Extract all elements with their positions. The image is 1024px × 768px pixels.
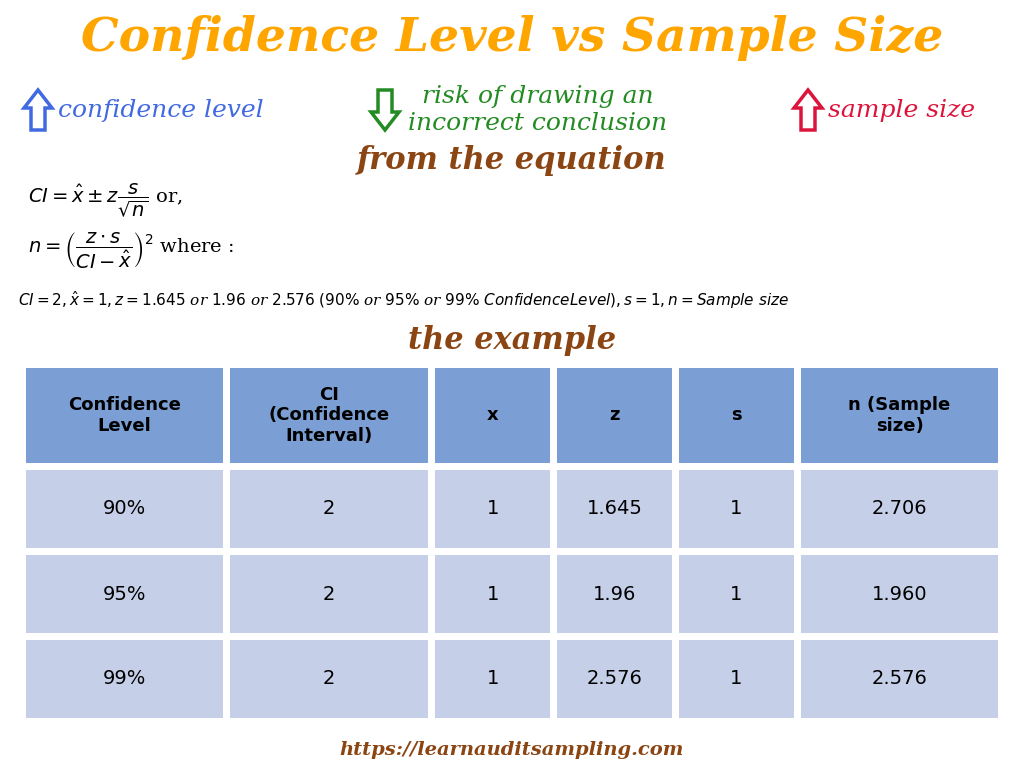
- Text: 1: 1: [486, 584, 499, 604]
- Text: 1: 1: [730, 499, 742, 518]
- Text: 95%: 95%: [102, 584, 146, 604]
- Text: 1: 1: [730, 584, 742, 604]
- FancyBboxPatch shape: [679, 555, 794, 633]
- FancyBboxPatch shape: [230, 640, 428, 718]
- FancyBboxPatch shape: [26, 368, 223, 463]
- FancyBboxPatch shape: [801, 368, 998, 463]
- Text: 99%: 99%: [102, 670, 146, 688]
- FancyBboxPatch shape: [230, 555, 428, 633]
- FancyBboxPatch shape: [557, 470, 672, 548]
- FancyBboxPatch shape: [230, 470, 428, 548]
- Text: 90%: 90%: [102, 499, 146, 518]
- Text: 1.960: 1.960: [871, 584, 928, 604]
- FancyBboxPatch shape: [435, 368, 550, 463]
- Text: https://learnauditsampling.com: https://learnauditsampling.com: [340, 741, 684, 759]
- FancyBboxPatch shape: [801, 555, 998, 633]
- FancyBboxPatch shape: [26, 555, 223, 633]
- Text: n (Sample
size): n (Sample size): [849, 396, 950, 435]
- Text: 2.706: 2.706: [871, 499, 928, 518]
- Text: Confidence
Level: Confidence Level: [68, 396, 181, 435]
- Text: s: s: [731, 406, 741, 425]
- Text: from the equation: from the equation: [357, 144, 667, 176]
- FancyBboxPatch shape: [679, 368, 794, 463]
- FancyBboxPatch shape: [679, 640, 794, 718]
- Text: Confidence Level vs Sample Size: Confidence Level vs Sample Size: [81, 15, 943, 61]
- FancyBboxPatch shape: [435, 470, 550, 548]
- Text: $n = \left(\dfrac{z \cdot s}{CI - \hat{x}}\right)^2$ where :: $n = \left(\dfrac{z \cdot s}{CI - \hat{x…: [28, 230, 234, 270]
- Text: 1.96: 1.96: [593, 584, 636, 604]
- FancyBboxPatch shape: [801, 640, 998, 718]
- FancyBboxPatch shape: [435, 555, 550, 633]
- Text: $CI = 2, \hat{x} = 1, z = 1.645$ or $1.96$ or $2.576$ $(90\%$ or $95\%$ or $99\%: $CI = 2, \hat{x} = 1, z = 1.645$ or $1.9…: [18, 289, 790, 311]
- FancyBboxPatch shape: [230, 368, 428, 463]
- Text: 1: 1: [730, 670, 742, 688]
- Text: x: x: [486, 406, 499, 425]
- Text: 2: 2: [324, 499, 336, 518]
- Text: 2: 2: [324, 670, 336, 688]
- FancyBboxPatch shape: [557, 555, 672, 633]
- FancyBboxPatch shape: [557, 640, 672, 718]
- Text: confidence level: confidence level: [58, 98, 263, 121]
- Text: the example: the example: [408, 325, 616, 356]
- FancyBboxPatch shape: [557, 368, 672, 463]
- Text: 1: 1: [486, 670, 499, 688]
- FancyBboxPatch shape: [26, 640, 223, 718]
- Text: 2.576: 2.576: [587, 670, 642, 688]
- FancyBboxPatch shape: [26, 470, 223, 548]
- Text: 1: 1: [486, 499, 499, 518]
- Text: 2.576: 2.576: [871, 670, 928, 688]
- FancyBboxPatch shape: [435, 640, 550, 718]
- FancyBboxPatch shape: [679, 470, 794, 548]
- Text: CI
(Confidence
Interval): CI (Confidence Interval): [268, 386, 390, 445]
- Text: 2: 2: [324, 584, 336, 604]
- FancyBboxPatch shape: [801, 470, 998, 548]
- Text: z: z: [609, 406, 620, 425]
- Text: risk of drawing an
incorrect conclusion: risk of drawing an incorrect conclusion: [408, 85, 667, 135]
- Text: $CI = \hat{x} \pm z\dfrac{s}{\sqrt{n}}$ or,: $CI = \hat{x} \pm z\dfrac{s}{\sqrt{n}}$ …: [28, 181, 182, 219]
- Text: sample size: sample size: [828, 98, 975, 121]
- Text: 1.645: 1.645: [587, 499, 642, 518]
